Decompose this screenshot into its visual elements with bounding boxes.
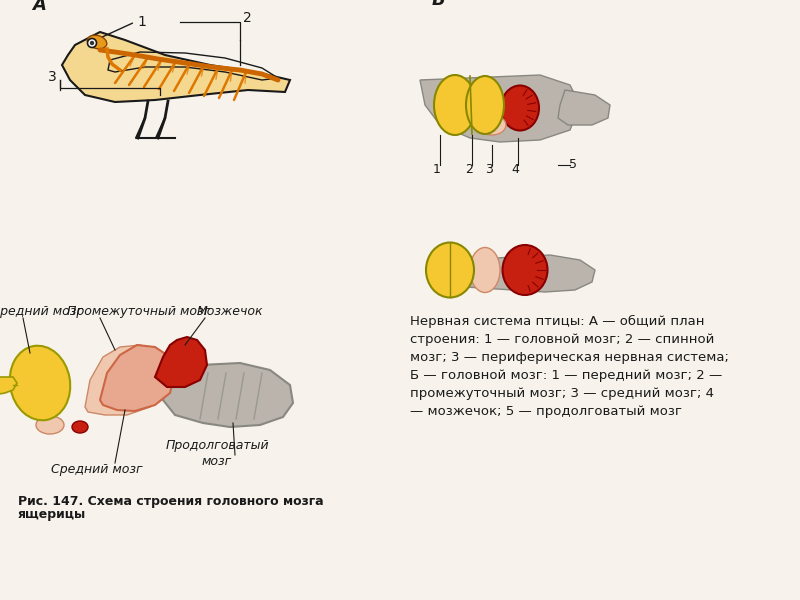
Ellipse shape xyxy=(502,245,547,295)
Ellipse shape xyxy=(72,421,88,433)
Text: 2: 2 xyxy=(243,11,252,25)
Text: Б: Б xyxy=(432,0,446,9)
Text: Промежуточный мозг: Промежуточный мозг xyxy=(67,305,210,318)
Text: А: А xyxy=(32,0,46,14)
Text: ящерицы: ящерицы xyxy=(18,508,86,521)
Ellipse shape xyxy=(10,346,70,420)
Text: Средний мозг: Средний мозг xyxy=(51,463,143,476)
Text: Продолговатый
мозг: Продолговатый мозг xyxy=(165,439,269,468)
Ellipse shape xyxy=(434,75,476,135)
Polygon shape xyxy=(558,90,610,125)
Text: Рис. 147. Схема строения головного мозга: Рис. 147. Схема строения головного мозга xyxy=(18,495,324,508)
Polygon shape xyxy=(85,345,167,415)
Ellipse shape xyxy=(478,115,506,135)
Polygon shape xyxy=(420,75,580,142)
Text: 2: 2 xyxy=(465,163,473,176)
Ellipse shape xyxy=(501,85,539,130)
Text: 1: 1 xyxy=(433,163,441,176)
Ellipse shape xyxy=(466,76,504,134)
Text: 3: 3 xyxy=(485,163,493,176)
Ellipse shape xyxy=(426,242,474,298)
Circle shape xyxy=(90,41,94,45)
Text: Нервная система птицы: А — общий план
строения: 1 — головной мозг; 2 — спинной
м: Нервная система птицы: А — общий план ст… xyxy=(410,315,729,418)
Text: 4: 4 xyxy=(511,163,519,176)
Text: 3: 3 xyxy=(48,70,57,84)
Polygon shape xyxy=(163,363,293,427)
Ellipse shape xyxy=(470,247,500,292)
Text: Передний мозг: Передний мозг xyxy=(0,305,83,318)
Circle shape xyxy=(87,38,97,47)
Text: 1: 1 xyxy=(137,15,146,29)
Polygon shape xyxy=(155,337,207,387)
Polygon shape xyxy=(0,377,17,395)
Polygon shape xyxy=(100,345,175,411)
Polygon shape xyxy=(458,255,595,292)
Ellipse shape xyxy=(36,416,64,434)
Ellipse shape xyxy=(87,35,107,49)
Polygon shape xyxy=(62,32,290,102)
Text: 5: 5 xyxy=(569,158,577,171)
Text: Мозжечок: Мозжечок xyxy=(197,305,263,318)
